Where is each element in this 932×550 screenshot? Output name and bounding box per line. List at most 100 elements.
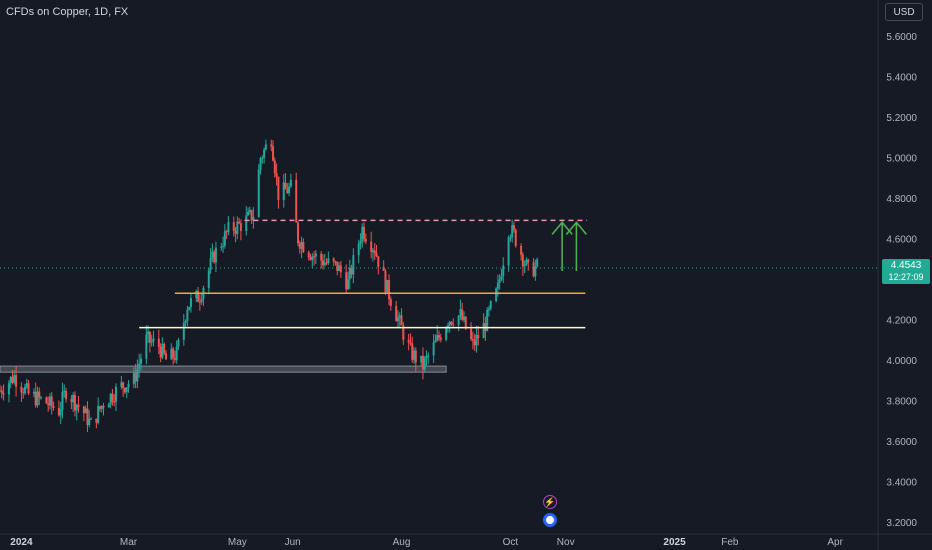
candle-body [345, 272, 348, 290]
candle-body [163, 343, 166, 354]
candle-body [421, 355, 424, 370]
candle-body [127, 383, 130, 388]
y-tick-label: 5.0000 [886, 154, 917, 165]
candle-body [284, 182, 287, 190]
candle-body [470, 328, 473, 340]
candle-body [395, 305, 398, 322]
candle-body [371, 250, 374, 252]
candle-body [409, 342, 412, 344]
candle-body [22, 392, 25, 394]
candle-body [125, 387, 128, 393]
candle-body [250, 210, 253, 221]
symbol-title[interactable]: CFDs on Copper, 1D, FX [6, 6, 129, 18]
candle-body [386, 280, 389, 293]
x-tick-label: Oct [503, 537, 519, 548]
candle-body [132, 372, 135, 384]
candle-body [509, 237, 512, 239]
candle-body [307, 252, 310, 258]
x-tick-label: Mar [120, 537, 138, 548]
candle-body [496, 282, 499, 289]
candle-body [88, 418, 91, 425]
candle-body [302, 242, 305, 253]
lightning-event-icon[interactable]: ⚡ [543, 495, 557, 509]
candle-body [220, 246, 223, 248]
candle-body [272, 146, 275, 161]
candle-body [320, 253, 323, 261]
candle-body [114, 386, 117, 402]
candle-body [238, 221, 241, 224]
candle-body [311, 256, 314, 260]
candle-body [425, 356, 428, 359]
candle-body [346, 279, 349, 290]
candle-body [27, 383, 30, 394]
candle-body [407, 339, 410, 343]
candle-body [184, 321, 187, 324]
y-tick-label: 3.4000 [886, 477, 917, 488]
candle-body [147, 331, 150, 335]
candle-body [245, 215, 248, 231]
candle-body [252, 217, 255, 221]
candle-body [309, 257, 312, 260]
candle-body [413, 350, 416, 360]
candle-body [52, 406, 55, 409]
candle-body [111, 393, 114, 402]
candle-body [402, 325, 405, 340]
candle-body [323, 262, 326, 266]
candle-body [461, 309, 464, 320]
candle-body [77, 404, 80, 407]
candle-body [72, 394, 75, 403]
candle-body [438, 335, 440, 338]
candle-body [25, 383, 28, 387]
candle-body [420, 355, 423, 363]
candle-body [313, 256, 316, 258]
candle-body [209, 257, 212, 271]
candle-body [475, 334, 478, 346]
candle-body [0, 390, 3, 394]
candle-body [139, 358, 142, 364]
candle-body [9, 376, 12, 384]
x-tick-label: 2024 [10, 537, 33, 548]
candle-body [188, 307, 191, 310]
candle-body [134, 372, 137, 382]
candle-body [47, 403, 50, 406]
candle-body [236, 221, 239, 234]
candle-body [388, 280, 391, 300]
candle-body [275, 173, 278, 177]
candle-body [98, 406, 101, 409]
candle-body [432, 342, 435, 356]
candle-body [197, 290, 200, 302]
x-tick-label: May [228, 537, 247, 548]
candle-body [486, 309, 489, 331]
candle-body [327, 258, 330, 263]
current-price-badge: 4.4543 12:27:09 [882, 259, 930, 284]
currency-button[interactable]: USD [885, 3, 923, 21]
candle-body [195, 290, 198, 299]
candle-body [487, 308, 490, 310]
x-tick-label: Aug [393, 537, 411, 548]
candle-body [514, 229, 517, 246]
candle-body [239, 223, 242, 231]
x-tick-label: Jun [285, 537, 301, 548]
y-tick-label: 3.2000 [886, 518, 917, 529]
candle-body [457, 315, 460, 326]
candle-body [445, 327, 448, 340]
candle-body [75, 404, 78, 411]
candle-body [32, 391, 35, 394]
candle-body [61, 391, 64, 410]
candle-body [102, 405, 105, 408]
candle-body [159, 346, 162, 358]
candle-body [136, 368, 139, 382]
us-flag-event-icon[interactable] [543, 513, 557, 527]
candle-body [439, 337, 442, 340]
candle-body [123, 388, 126, 393]
candle-body [452, 324, 455, 326]
candle-body [2, 393, 5, 395]
up-arrow-icon [565, 221, 588, 271]
candle-body [59, 409, 62, 416]
candle-body [398, 315, 401, 318]
candle-body [298, 243, 301, 249]
candle-body [182, 323, 185, 340]
candle-body [150, 341, 153, 343]
candle-body [322, 260, 325, 266]
